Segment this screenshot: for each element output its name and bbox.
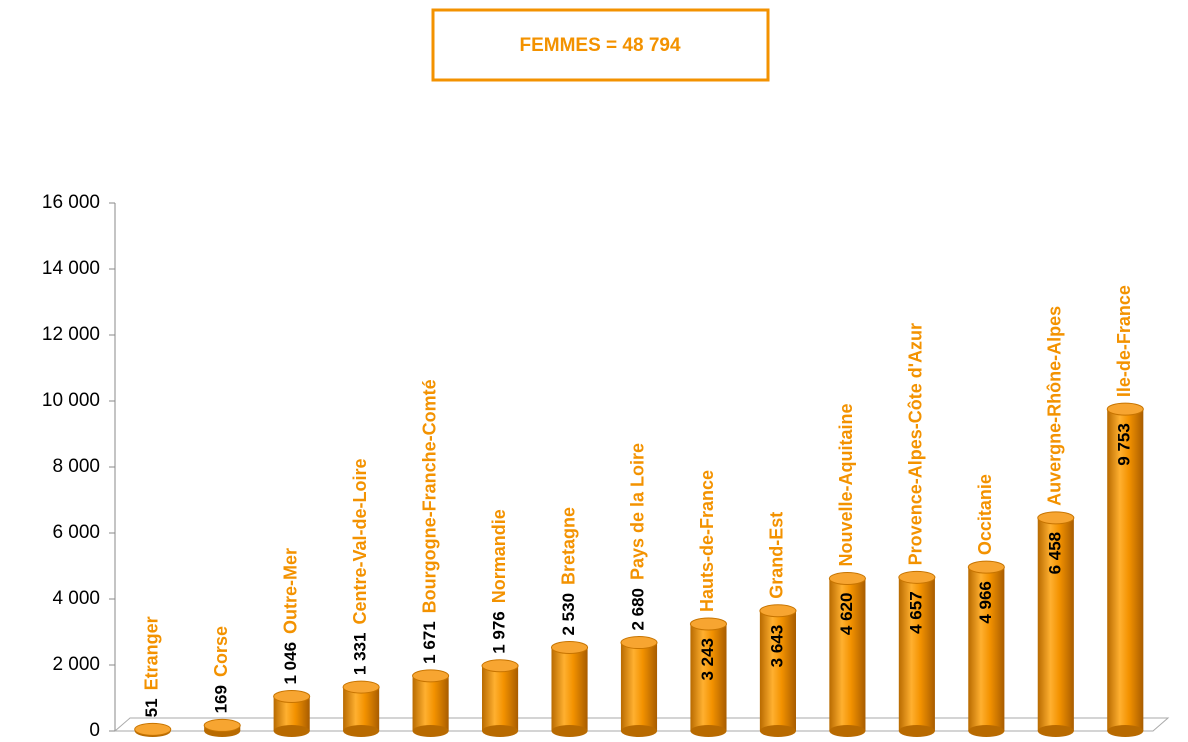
bar-cap [134,722,172,736]
bar-base [968,725,1005,737]
bar [690,623,727,731]
bar-cap [481,659,519,673]
bar-cap [550,641,589,655]
value-label: 1 671 [420,621,439,664]
value-label: 51 [142,698,161,717]
bar [551,647,588,731]
bar-base [620,725,658,737]
value-label: 3 243 [698,638,717,681]
value-label: 9 753 [1115,423,1134,466]
bar-cap [828,572,866,586]
value-label: 1 331 [351,633,370,676]
bar-cap [1106,402,1144,416]
bar [1037,517,1074,731]
value-label: 3 643 [767,625,786,668]
bar [1107,409,1144,731]
title-box [431,8,770,82]
x-tick-label: Normandie [489,509,509,603]
bar-cap [620,636,658,650]
bar [343,687,380,731]
y-tick-label: 10 000 [42,390,100,411]
y-tick-label: 16 000 [42,192,100,213]
bar-base [898,725,935,737]
x-tick-label: Centre-Val-de-Loire [350,458,370,624]
bar-base [273,725,310,737]
x-tick-label: Outre-Mer [280,548,300,634]
y-tick-label: 12 000 [42,324,100,345]
x-tick-label: Nouvelle-Aquitaine [836,404,856,567]
x-tick-label: Auvergne-Rhône-Alpes [1045,306,1065,506]
y-tick-label: 8 000 [52,456,100,477]
bar-base [551,725,588,737]
bar-cap [273,689,311,703]
bar [482,665,519,731]
bar-base [343,725,380,737]
x-tick-label: Bourgogne-Franche-Comté [419,379,439,613]
bar-base [829,725,866,737]
bar [620,642,658,731]
x-tick-label: Corse [211,626,231,677]
y-tick-label: 0 [89,720,100,741]
floor [114,717,1170,732]
bar [412,675,449,731]
value-label: 1 046 [281,642,300,685]
bar-cap [412,669,450,683]
bar-base [482,725,519,737]
value-label: 4 620 [837,593,856,636]
value-label: 1 976 [490,611,509,654]
value-label: 2 680 [628,588,647,631]
bar-cap [898,570,936,584]
x-tick-label: Occitanie [975,474,995,555]
bar [968,567,1005,731]
value-label: 2 530 [559,593,578,636]
bar-base [412,725,449,737]
value-label: 6 458 [1045,532,1064,575]
chart-title: FEMMES = 48 794 [519,35,680,56]
bar-cap [689,617,728,631]
y-tick-label: 14 000 [42,258,100,279]
x-tick-label: Bretagne [558,507,578,585]
bar-cap [967,560,1005,574]
x-tick-label: Grand-Est [767,512,787,599]
x-tick-label: Hauts-de-France [697,470,717,612]
bar [759,610,796,731]
y-tick-label: 2 000 [52,654,100,675]
bar-base [759,725,796,737]
y-tick-label: 4 000 [52,588,100,609]
value-label: 4 657 [906,591,925,634]
value-label: 4 966 [976,581,995,624]
value-label: 169 [212,685,231,713]
bar-base [1037,725,1074,737]
bar-cap [1037,511,1075,525]
bar-base [1107,725,1144,737]
x-tick-label: Provence-Alpes-Côte d'Azur [906,323,926,565]
y-tick-label: 6 000 [52,522,100,543]
bar [829,578,866,731]
bar [898,577,935,731]
bar-base [690,725,727,737]
x-tick-label: Ile-de-France [1114,285,1134,397]
x-tick-label: Etranger [141,616,161,690]
bar-cap [203,718,241,732]
x-tick-label: Pays de la Loire [628,443,648,580]
bar-cap [759,604,797,618]
bar-cap [342,680,380,694]
